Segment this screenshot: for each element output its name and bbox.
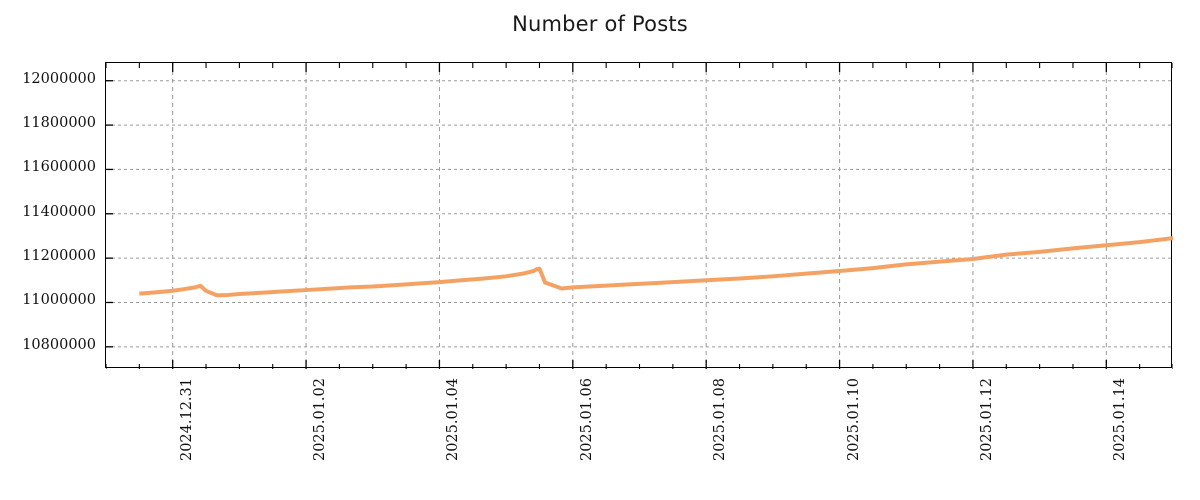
plot-svg (106, 63, 1173, 369)
x-axis-tick-label: 2024.12.31 (178, 378, 195, 462)
x-axis-tick-label: 2025.01.12 (978, 378, 995, 462)
y-axis-tick-label: 11400000 (22, 203, 96, 220)
y-axis-tick-label: 10800000 (22, 336, 96, 353)
grid-lines (106, 63, 1173, 369)
x-axis-tick-label: 2025.01.14 (1112, 378, 1129, 462)
data-series-layer (139, 236, 1173, 298)
x-axis-tick-label: 2025.01.04 (445, 378, 462, 462)
y-axis-tick-label: 11200000 (22, 248, 96, 265)
x-axis-tick-label: 2025.01.02 (312, 378, 329, 462)
chart-title: Number of Posts (512, 12, 688, 36)
y-axis-tick-label: 11600000 (22, 159, 96, 176)
plot-area (105, 62, 1173, 369)
x-axis-tick-label: 2025.01.08 (712, 378, 729, 462)
x-axis-tick-label: 2025.01.10 (845, 378, 862, 462)
y-axis-tick-label: 11800000 (22, 115, 96, 132)
x-axis-tick-label: 2025.01.06 (578, 378, 595, 462)
y-axis-tick-label: 12000000 (22, 70, 96, 87)
y-axis-tick-label: 11000000 (22, 292, 96, 309)
data-line-number-of-posts (139, 236, 1173, 298)
axis-ticks (106, 63, 1173, 369)
